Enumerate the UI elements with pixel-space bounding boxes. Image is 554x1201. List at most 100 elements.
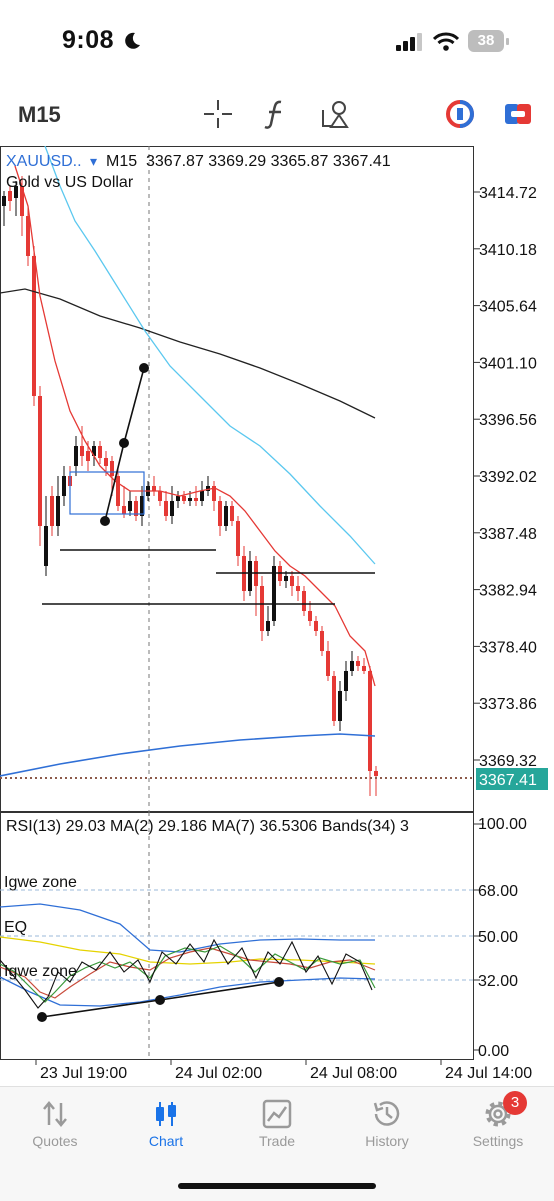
rsi-divergence-point-2 [155, 995, 165, 1005]
price-tick-label: 3373.86 [479, 696, 537, 713]
projection-point-2 [119, 438, 129, 448]
home-indicator [178, 1183, 376, 1189]
rsi-band-lower [0, 976, 376, 1007]
time-label-1: 23 Jul 19:00 [40, 1065, 127, 1082]
candle-body [338, 691, 342, 721]
candle-body [266, 621, 270, 631]
price-chart[interactable]: 3414.72 3410.18 3405.64 3401.10 3396.56 3392.… [0, 145, 554, 812]
tab-label: History [365, 1133, 409, 1149]
symbol-dropdown-icon: ▾ [90, 153, 97, 169]
candle-body [134, 501, 138, 516]
trade-icon [262, 1099, 292, 1129]
notification-badge: 3 [503, 1091, 527, 1115]
quotes-icon [43, 1101, 67, 1127]
tab-quotes[interactable]: Quotes [0, 1095, 110, 1155]
rsi-line [0, 938, 373, 1009]
price-tick-label: 3401.10 [479, 355, 537, 372]
rsi-zone-upper-label: Igwe zone [4, 874, 77, 891]
candle-body [362, 666, 366, 671]
candle-body [296, 586, 300, 591]
candle-body [44, 526, 48, 566]
current-price-label: 3367.41 [479, 772, 537, 789]
crosshair-icon[interactable] [200, 98, 236, 130]
candle-body [56, 496, 60, 526]
candle-body [140, 496, 144, 516]
rsi-indicator[interactable]: 100.00 68.00 50.00 32.00 0.00 RSI(13) 29… [0, 812, 554, 1060]
ohlc-values: 3367.87 3369.29 3365.87 3367.41 [146, 153, 391, 170]
rsi-divergence-point-3 [274, 977, 284, 987]
timeframe-selector[interactable]: M15 [18, 102, 61, 127]
candle-body [218, 501, 222, 526]
rsi-level-label-100: 100.00 [478, 816, 527, 833]
candle-body [236, 521, 240, 556]
candle-body [158, 491, 162, 501]
moon-icon [125, 32, 140, 49]
symbol-label: XAUUSD.. [6, 153, 82, 170]
chart-toolbar: M15 [0, 88, 554, 140]
rsi-ma-red [0, 947, 376, 999]
projection-point-1 [100, 516, 110, 526]
tab-label: Settings [472, 1133, 524, 1149]
candle-body [206, 486, 210, 491]
rsi-header: RSI(13) 29.03 MA(2) 29.186 MA(7) 36.5306… [6, 818, 409, 835]
price-tick-label: 3392.02 [479, 469, 537, 486]
function-icon[interactable] [258, 98, 294, 130]
rsi-ma-green [0, 945, 376, 1003]
price-tick-label: 3410.18 [479, 242, 537, 259]
rsi-level-label-32: 32.00 [478, 973, 518, 990]
status-bar: 9:08 38 [0, 0, 554, 80]
tab-label: Trade [258, 1133, 296, 1149]
ma-black [0, 288, 376, 419]
candle-body [302, 591, 306, 611]
candle-body [356, 661, 360, 666]
price-tick-label: 3396.56 [479, 412, 537, 429]
candle-body [62, 476, 66, 496]
candle-body [50, 496, 54, 526]
candle-body [272, 566, 276, 621]
candle-body [32, 256, 36, 396]
symbol-description: Gold vs US Dollar [6, 174, 134, 191]
ma-blue [0, 733, 376, 777]
current-price-badge [476, 768, 548, 790]
price-tick-label: 3387.48 [479, 526, 537, 543]
bottom-tab-bar: Quotes Chart Trade History 3 Set [0, 1086, 554, 1201]
chart-icon [156, 1102, 176, 1126]
candle-body [38, 396, 42, 526]
tab-chart[interactable]: Chart [111, 1095, 221, 1155]
rsi-zone-lower-label: Igwe zone [4, 963, 77, 980]
candle-body [344, 671, 348, 691]
candle-body [98, 446, 102, 458]
candle-body [224, 506, 228, 526]
time-label-4: 24 Jul 14:00 [445, 1065, 532, 1082]
candle-body [332, 676, 336, 721]
trade-toggle-icon[interactable] [500, 98, 536, 130]
candle-body [8, 191, 12, 201]
price-tick-label: 3414.72 [479, 185, 537, 202]
rsi-level-label-50: 50.00 [478, 929, 518, 946]
range-box [69, 471, 145, 515]
candle-body [116, 476, 120, 506]
candle-body [230, 506, 234, 521]
candles [2, 176, 378, 796]
tab-label: Quotes [32, 1133, 78, 1149]
candle-body [92, 446, 96, 456]
candle-body [248, 561, 252, 591]
candle-body [308, 611, 312, 621]
objects-icon[interactable] [318, 98, 354, 130]
chart-frame [0, 146, 474, 812]
candle-body [170, 501, 174, 516]
signal-icon [396, 33, 422, 51]
tab-settings[interactable]: 3 Settings [443, 1091, 553, 1155]
time-axis: 23 Jul 19:00 24 Jul 02:00 24 Jul 08:00 2… [0, 1060, 554, 1086]
candle-body [182, 496, 186, 501]
battery-cap [506, 38, 509, 45]
candle-body [200, 491, 204, 501]
price-tick-label: 3382.94 [479, 583, 537, 600]
tab-trade[interactable]: Trade [222, 1095, 332, 1155]
color-scheme-icon[interactable] [442, 98, 478, 130]
rsi-level-label-68: 68.00 [478, 883, 518, 900]
rsi-divergence-point-1 [37, 1012, 47, 1022]
timeframe-label: M15 [106, 153, 137, 170]
candle-body [74, 446, 78, 466]
tab-history[interactable]: History [332, 1095, 442, 1155]
